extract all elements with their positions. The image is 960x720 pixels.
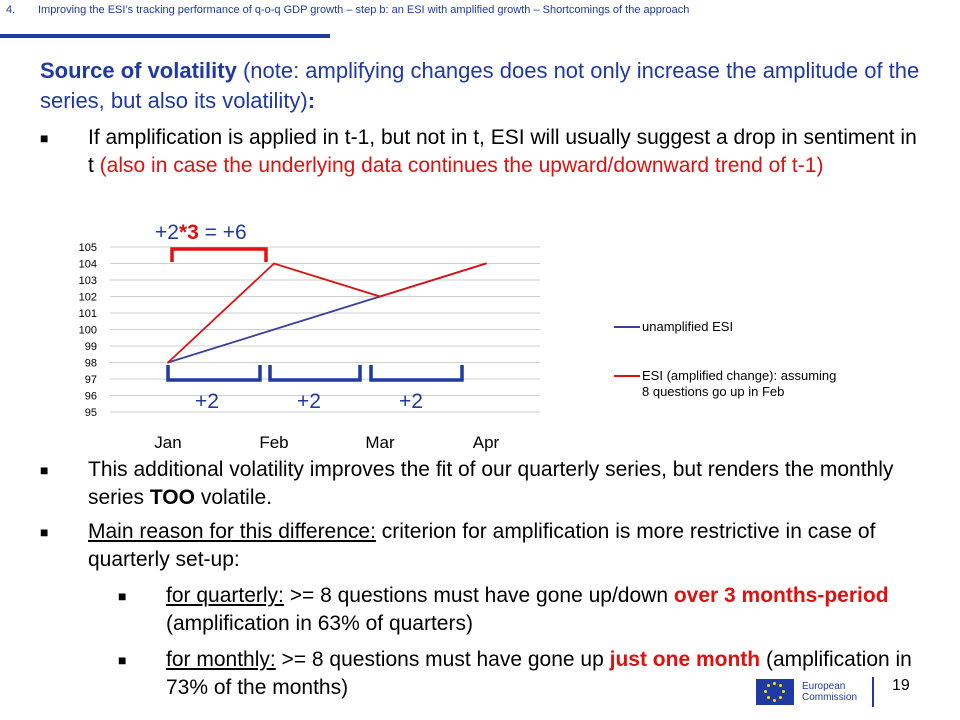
data-point xyxy=(379,295,381,298)
x-tick-label: Feb xyxy=(259,433,288,452)
square-bullet-icon: ■ xyxy=(40,130,49,146)
data-point xyxy=(273,262,275,265)
bottom-bracket xyxy=(268,365,362,382)
chart-lines xyxy=(167,262,487,364)
data-point xyxy=(273,328,275,331)
section-title: Improving the ESI’s tracking performance… xyxy=(38,4,690,16)
y-tick-label: 101 xyxy=(79,308,97,320)
top-annotation-c: = +6 xyxy=(199,221,247,244)
bullet4-b: (amplification in 63% of quarters) xyxy=(166,612,473,635)
esi-chart: 95 96 97 98 99 100 101 102 103 104 105 Jan Feb Mar Ap… xyxy=(79,221,837,452)
y-tick-label: 104 xyxy=(79,259,97,271)
intro-rest: (note: amplifying changes does not only … xyxy=(40,58,920,113)
top-annotation-a: +2 xyxy=(155,221,179,244)
eu-flag-icon xyxy=(756,679,794,705)
y-tick-label: 103 xyxy=(79,275,97,287)
org-line2: Commission xyxy=(802,692,858,703)
chart-gridlines xyxy=(110,246,540,413)
footer-divider xyxy=(872,677,874,707)
bullet4-underlined: for quarterly: xyxy=(166,584,284,607)
square-bullet-icon: ■ xyxy=(118,588,127,604)
bullet3-rest: criterion for amplification is more rest… xyxy=(88,520,876,571)
bullet1-text: If amplification is applied in t-1, but … xyxy=(88,126,917,177)
bullet4-a: >= 8 questions must have gone up/down xyxy=(283,584,674,607)
bullet-amplification-drop: ■ If amplification is applied in t-1, bu… xyxy=(40,124,920,214)
y-tick-label: 102 xyxy=(79,292,97,304)
top-annotation-b: *3 xyxy=(179,221,199,244)
bullet5-red: just one month xyxy=(609,648,761,671)
bullet4-red: over 3 months-period xyxy=(673,584,889,607)
bottom-annotation-label: +2 xyxy=(399,390,423,413)
bottom-annotations: +2 +2 +2 xyxy=(195,390,423,413)
y-tick-label: 95 xyxy=(85,407,97,419)
bottom-annotation-label: +2 xyxy=(195,390,219,413)
x-tick-label: Apr xyxy=(473,433,500,452)
bullet1-red-text: (also in case the underlying data contin… xyxy=(99,154,824,177)
bullet3-underlined: Main reason for this difference: xyxy=(88,520,376,543)
x-axis-ticks: Jan Feb Mar Apr xyxy=(154,433,499,452)
org-name: European Commission xyxy=(802,681,857,703)
square-bullet-icon: ■ xyxy=(118,652,127,668)
square-bullet-icon: ■ xyxy=(40,524,49,540)
x-tick-label: Jan xyxy=(154,433,181,452)
data-point xyxy=(167,361,169,364)
y-tick-label: 99 xyxy=(85,341,97,353)
y-tick-label: 100 xyxy=(79,325,97,337)
intro-bold: Source of volatility xyxy=(40,58,237,83)
chart-brackets xyxy=(166,247,464,382)
series-line xyxy=(167,262,487,364)
bottom-annotation-label: +2 xyxy=(297,390,321,413)
chart-legend: unamplified ESI ESI (amplified change): a… xyxy=(614,319,836,399)
y-axis-ticks: 95 96 97 98 99 100 101 102 103 104 105 xyxy=(79,242,97,419)
section-number: 4. xyxy=(6,4,16,16)
bullet2-a: This additional volatility improves the … xyxy=(88,458,894,509)
bullet5-a: >= 8 questions must have gone up xyxy=(275,648,610,671)
bullet2-bold: TOO xyxy=(149,486,195,509)
top-annotation: +2*3 = +6 xyxy=(155,221,247,244)
y-tick-label: 97 xyxy=(85,374,97,386)
bottom-bracket xyxy=(166,365,262,382)
data-point xyxy=(485,262,487,265)
legend-label-unamplified: unamplified ESI xyxy=(642,319,733,334)
bullet5-underlined: for monthly: xyxy=(166,648,276,671)
slide-header: 4. Improving the ESI’s tracking performan… xyxy=(6,4,689,16)
x-tick-label: Mar xyxy=(365,433,395,452)
intro-colon: : xyxy=(307,88,316,113)
header-rule xyxy=(0,34,330,38)
bullet2-b: volatile. xyxy=(194,486,273,509)
square-bullet-icon: ■ xyxy=(40,462,49,478)
intro-heading: Source of volatility (note: amplifying c… xyxy=(40,56,930,116)
y-tick-label: 105 xyxy=(79,242,97,254)
y-tick-label: 98 xyxy=(85,358,97,370)
top-bracket xyxy=(170,247,268,262)
bottom-bracket xyxy=(369,365,464,382)
y-tick-label: 96 xyxy=(85,391,97,403)
legend-label-amplified: ESI (amplified change): assuming 8 questi… xyxy=(642,368,836,399)
org-line1: European xyxy=(802,681,846,692)
page-number: 19 xyxy=(892,677,910,694)
bullet5-b: (amplification in 73% of the months) xyxy=(166,648,912,699)
